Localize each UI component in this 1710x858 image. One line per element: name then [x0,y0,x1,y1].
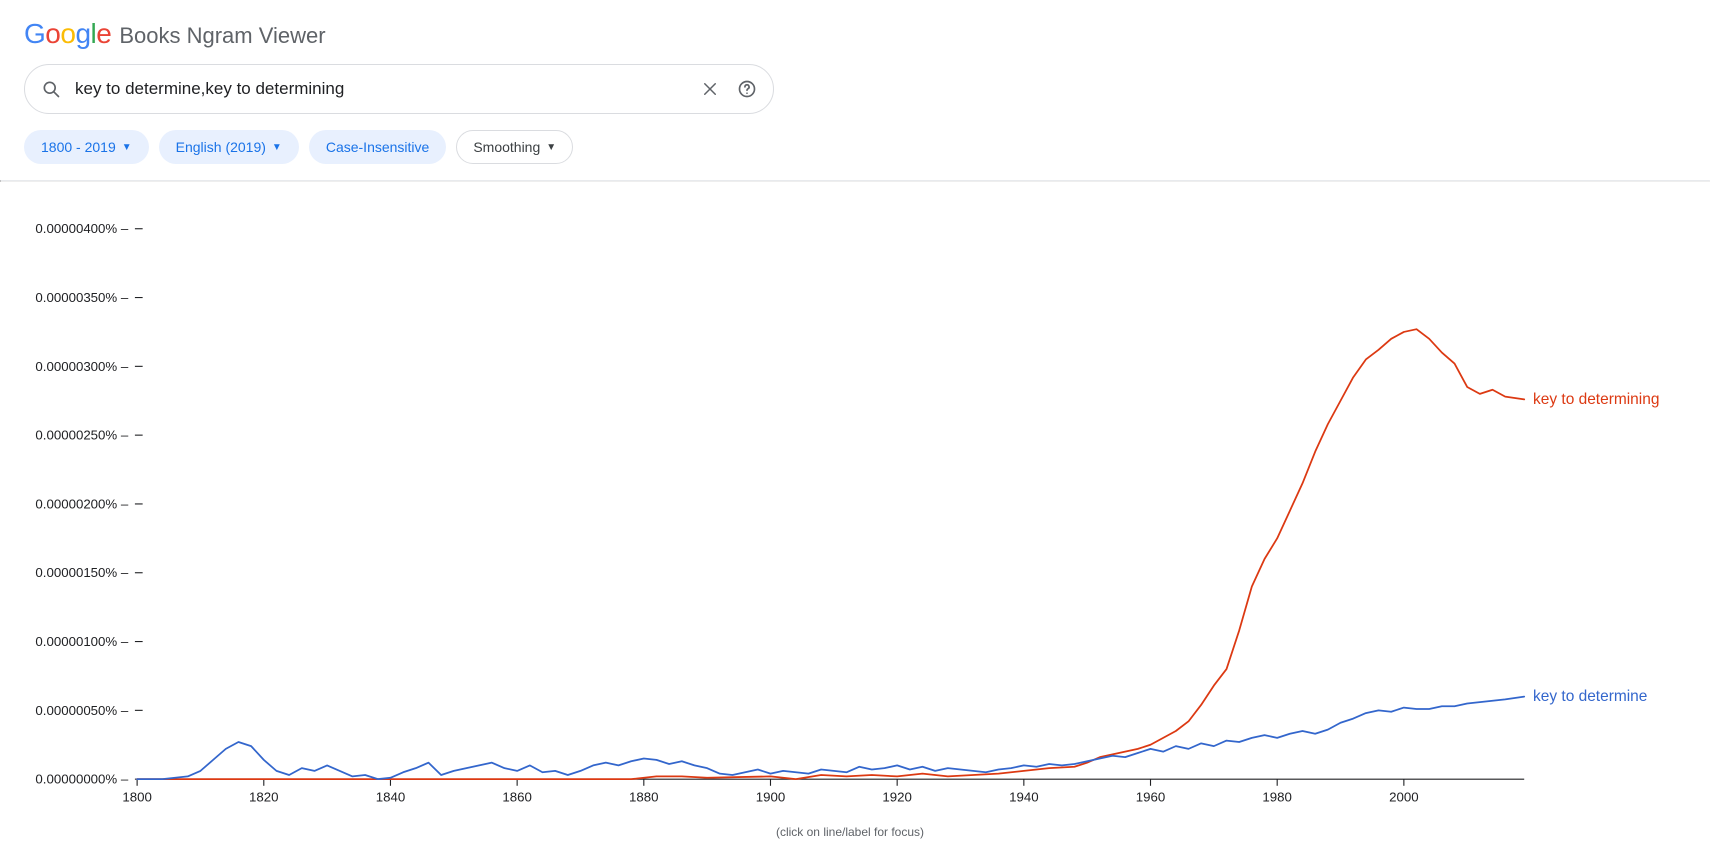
svg-text:0.00000050% –: 0.00000050% – [35,703,128,718]
caret-down-icon: ▼ [546,142,556,153]
chip-label: English (2019) [176,139,266,155]
chip-label: 1800 - 2019 [41,139,116,155]
svg-text:0.00000200% –: 0.00000200% – [35,496,128,511]
svg-text:0.00000150% –: 0.00000150% – [35,565,128,580]
chart-caption: (click on line/label for focus) [10,825,1690,839]
svg-text:0.00000400% –: 0.00000400% – [35,221,128,236]
svg-text:1940: 1940 [1009,789,1038,804]
svg-text:key to determine: key to determine [1533,688,1647,705]
search-actions [701,79,757,99]
chip-year-range[interactable]: 1800 - 2019 ▼ [24,130,149,164]
google-logo: Google [24,18,111,50]
logo-row: Google Books Ngram Viewer [24,18,1686,50]
chip-corpus[interactable]: English (2019) ▼ [159,130,299,164]
logo-letter: G [24,18,45,49]
logo-letter: e [96,18,111,49]
search-icon [41,79,61,99]
chip-case[interactable]: Case-Insensitive [309,130,447,164]
svg-text:0.00000000% –: 0.00000000% – [35,772,128,787]
help-icon[interactable] [737,79,757,99]
logo-letter: o [45,18,60,49]
search-input[interactable] [73,78,701,100]
chart-svg[interactable]: 0.00000000% – 0.00000050% – 0.00000100% – 0… [10,200,1690,819]
chip-label: Case-Insensitive [326,139,430,155]
chip-label: Smoothing [473,139,540,155]
filter-chips: 1800 - 2019 ▼ English (2019) ▼ Case-Insens… [24,130,1686,164]
header-area: Google Books Ngram Viewer 1800 - 2019 ▼ E… [0,0,1710,164]
svg-text:1920: 1920 [882,789,911,804]
logo-letter: o [60,18,75,49]
caret-down-icon: ▼ [272,142,282,153]
svg-text:0.00000250% –: 0.00000250% – [35,428,128,443]
product-name: Books Ngram Viewer [119,23,325,49]
search-bar[interactable] [24,64,774,114]
clear-icon[interactable] [701,80,719,98]
ngram-chart[interactable]: 0.00000000% – 0.00000050% – 0.00000100% – 0… [0,182,1700,845]
caret-down-icon: ▼ [122,142,132,153]
svg-text:1820: 1820 [249,789,278,804]
svg-text:1800: 1800 [122,789,151,804]
svg-text:0.00000350% –: 0.00000350% – [35,290,128,305]
svg-text:1840: 1840 [376,789,405,804]
svg-text:0.00000300% –: 0.00000300% – [35,359,128,374]
svg-text:0.00000100% –: 0.00000100% – [35,634,128,649]
svg-text:1960: 1960 [1136,789,1165,804]
svg-text:1880: 1880 [629,789,658,804]
logo-letter: g [75,18,90,49]
svg-text:2000: 2000 [1389,789,1418,804]
svg-text:1860: 1860 [502,789,531,804]
svg-text:1900: 1900 [756,789,785,804]
svg-text:key to determining: key to determining [1533,391,1659,408]
svg-text:1980: 1980 [1262,789,1291,804]
chip-smoothing[interactable]: Smoothing ▼ [456,130,573,164]
